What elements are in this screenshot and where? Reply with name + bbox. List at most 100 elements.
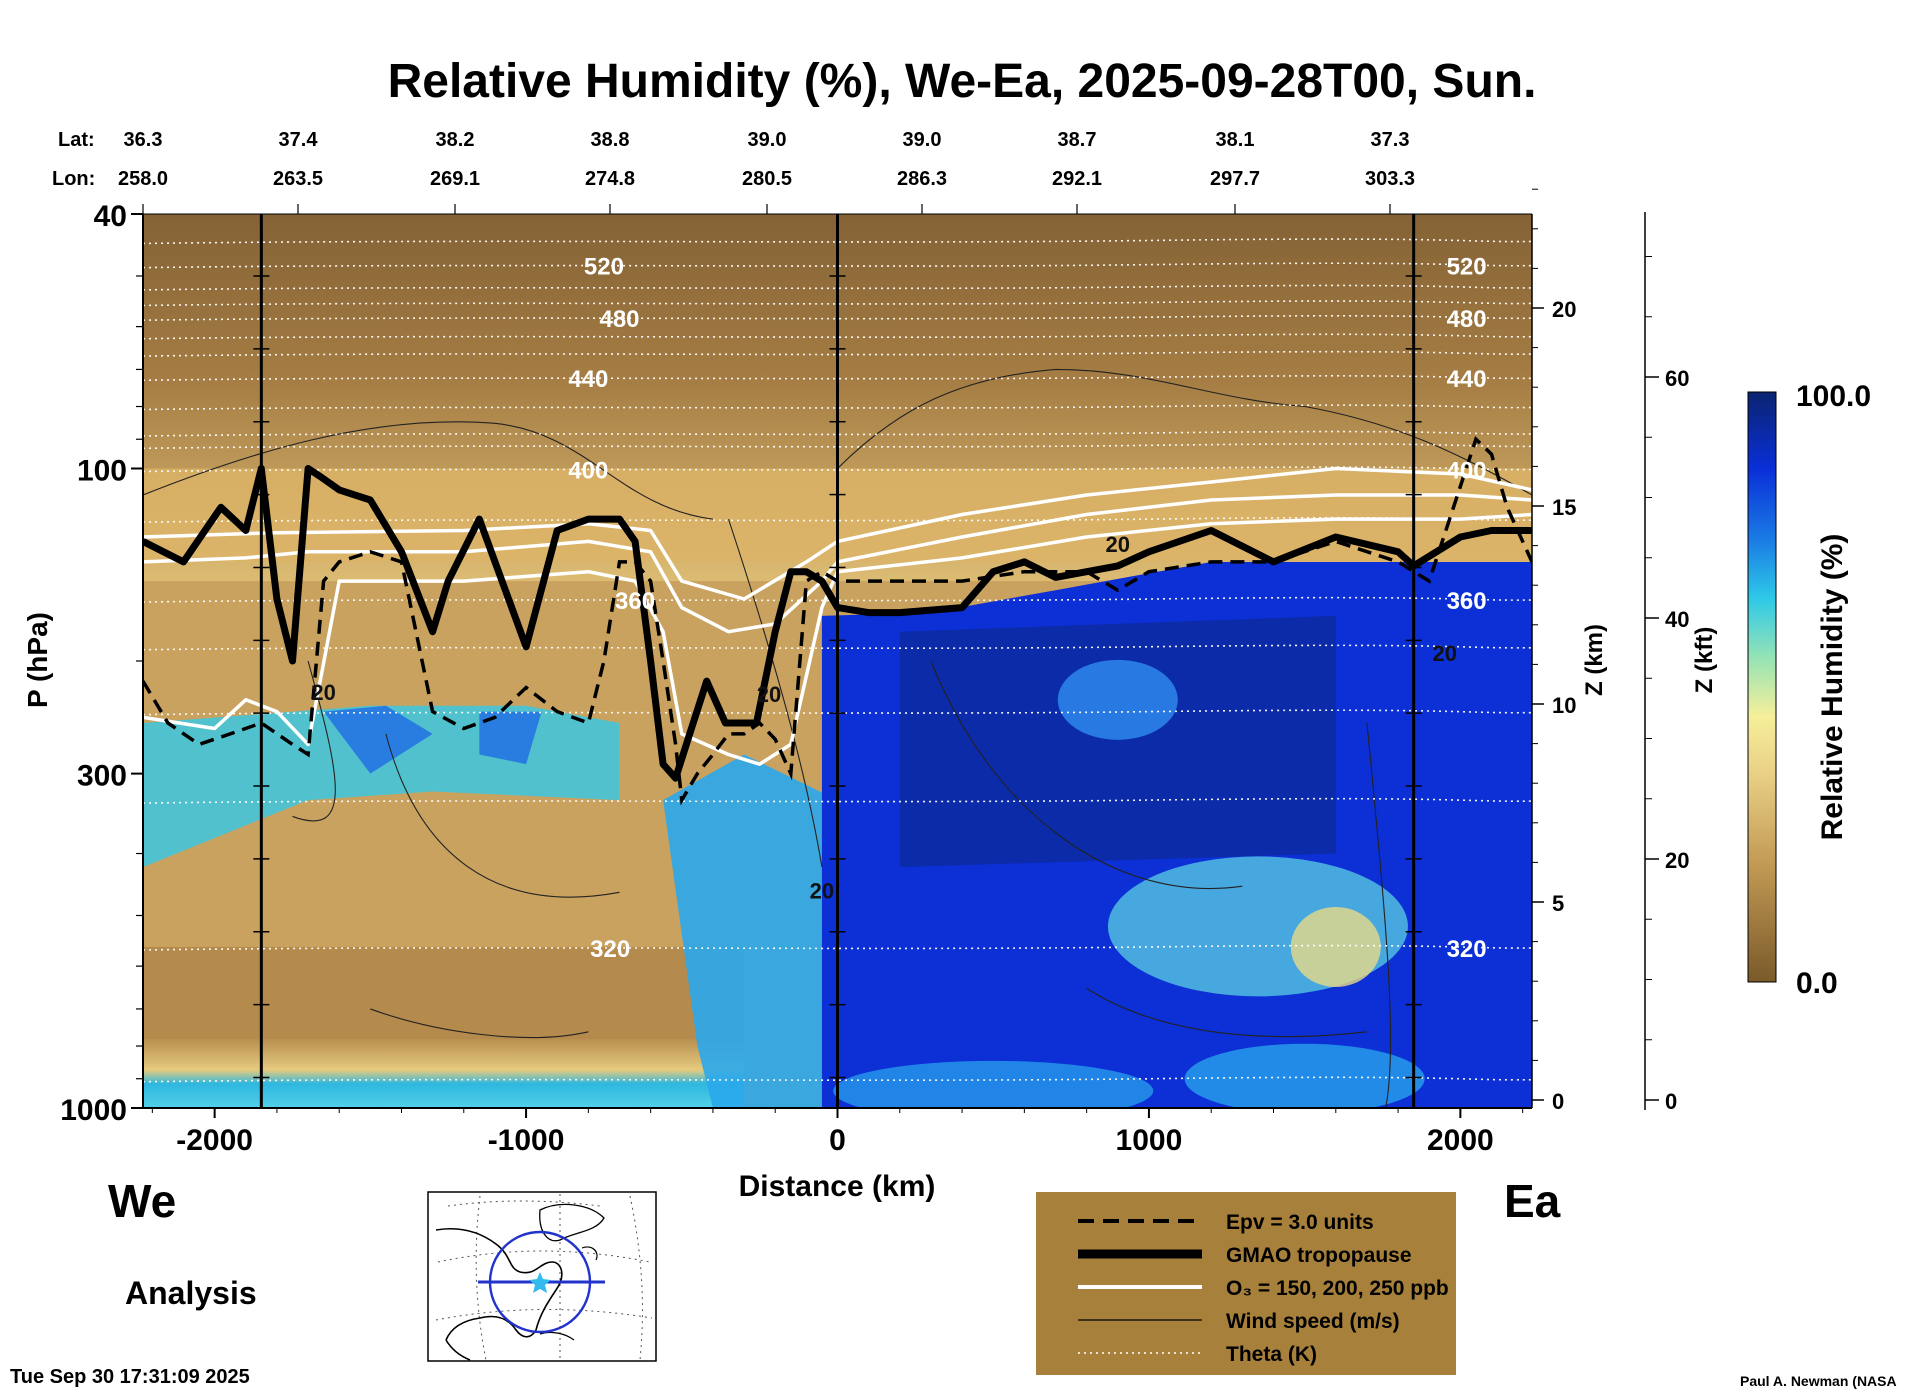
z-km-axis-label: Z (km) [1581, 624, 1608, 696]
theta-contour [143, 300, 1532, 307]
z-km-tick-label: 0 [1552, 1089, 1564, 1114]
lat-value: 36.3 [124, 129, 163, 151]
field-west-dry-layer [143, 946, 745, 1047]
field-east-dry-spot [1290, 906, 1381, 987]
lat-value: 38.7 [1058, 129, 1097, 151]
theta-label-right: 360 [1447, 588, 1487, 615]
theta-contour [143, 350, 1532, 357]
theta-contour [143, 404, 1532, 411]
colorbar-min-label: 0.0 [1796, 967, 1838, 1000]
theta-contour [143, 262, 1532, 269]
wind-speed-label: 20 [1106, 532, 1130, 557]
field-west-moist-core [323, 705, 433, 774]
z-kft-tick-label: 0 [1665, 1089, 1677, 1114]
theta-contour [143, 466, 1532, 473]
lon-value: 286.3 [897, 168, 947, 190]
field-east-low-patch [1184, 1043, 1425, 1108]
theta-contour [143, 443, 1532, 450]
x-tick-label: -2000 [176, 1124, 253, 1157]
legend-box: Epv = 3.0 units GMAO tropopause O₃ = 150, … [1036, 1192, 1456, 1375]
field-east-mid-patch [1057, 659, 1178, 740]
lon-value: 274.8 [585, 168, 635, 190]
lon-value: 297.7 [1210, 168, 1260, 190]
colorbar: 100.0 0.0 Relative Humidity (%) [1747, 380, 1871, 1000]
legend-label: Epv = 3.0 units [1226, 1211, 1374, 1234]
wind-speed-contour [930, 660, 1243, 890]
field-east-saturated-core [899, 615, 1336, 868]
x-tick-label: -1000 [488, 1124, 565, 1157]
z-km-tick-label: 10 [1552, 693, 1576, 718]
x-tick-label: 1000 [1116, 1124, 1183, 1157]
colorbar-max-label: 100.0 [1796, 380, 1871, 413]
lon-value: 303.3 [1365, 168, 1415, 190]
theta-contour [143, 284, 1532, 291]
legend-label: Wind speed (m/s) [1226, 1310, 1400, 1333]
lat-value: 38.2 [436, 129, 475, 151]
z-kft-axis-label: Z (kft) [1691, 627, 1718, 694]
lat-lon-header: Lat: Lon: 36.3 37.4 38.2 38.8 39.0 39.0 38.7 38.1… [52, 129, 1415, 214]
colorbar-title: Relative Humidity (%) [1816, 534, 1849, 841]
lon-label: Lon: [52, 168, 95, 190]
wind-speed-contour [385, 733, 620, 898]
analysis-label: Analysis [125, 1275, 257, 1311]
theta-label-right: 480 [1447, 306, 1487, 333]
legend-label: Theta (K) [1226, 1343, 1317, 1366]
lat-label: Lat: [58, 129, 95, 151]
x-tick-label: 0 [829, 1124, 846, 1157]
theta-label-right: 520 [1447, 254, 1487, 281]
theta-contour [143, 797, 1532, 804]
p-tick-label: 40 [94, 200, 127, 233]
theta-contour [143, 315, 1532, 321]
p-tick-label: 1000 [60, 1094, 127, 1127]
lon-value: 263.5 [273, 168, 323, 190]
legend-label: O₃ = 150, 200, 250 ppb [1226, 1277, 1449, 1300]
tropopause-contour-line [143, 465, 1532, 782]
field-west-boundary [143, 1038, 745, 1108]
theta-label-left: 520 [584, 254, 624, 281]
theta-contour [143, 596, 1532, 603]
theta-contour [143, 709, 1532, 716]
wind-speed-contour [143, 421, 713, 520]
ozone-contour [143, 512, 1532, 766]
location-map [427, 1191, 657, 1362]
chart-title: Relative Humidity (%), We-Ea, 2025-09-28… [388, 55, 1537, 108]
z-km-tick-label: 15 [1552, 495, 1576, 520]
wind-speed-contours [143, 368, 1532, 1108]
theta-contour [143, 375, 1532, 382]
theta-contour [143, 1076, 1532, 1083]
wind-speed-label: 20 [311, 680, 335, 705]
lat-value: 37.4 [279, 129, 319, 151]
theta-label-left: 320 [590, 936, 630, 963]
z-kft-tick-label: 60 [1665, 366, 1689, 391]
lat-value: 39.0 [903, 129, 942, 151]
z-km-tick-label: 5 [1552, 891, 1564, 916]
theta-label-right: 320 [1447, 936, 1487, 963]
vertical-markers [253, 214, 1422, 1108]
timestamp: Tue Sep 30 17:31:09 2025 [10, 1366, 250, 1388]
wind-speed-contour [837, 368, 1532, 496]
theta-label-right: 400 [1447, 457, 1487, 484]
field-transition [663, 754, 838, 1108]
theta-contour [143, 944, 1532, 951]
z-km-tick-label: 20 [1552, 297, 1576, 322]
west-label: We [108, 1175, 176, 1227]
colorbar-gradient [1747, 391, 1777, 983]
theta-contour [143, 644, 1532, 651]
lat-value: 38.1 [1216, 129, 1255, 151]
theta-label-left: 360 [615, 588, 655, 615]
theta-label-right: 440 [1447, 366, 1487, 393]
lat-value: 38.8 [591, 129, 630, 151]
lat-value: 39.0 [748, 129, 787, 151]
wind-speed-label: 20 [810, 878, 834, 903]
theta-contour [143, 430, 1532, 437]
p-tick-label: 100 [77, 454, 127, 487]
theta-label-left: 440 [568, 366, 608, 393]
wind-speed-label: 20 [1433, 641, 1457, 666]
field-east-low-patch-2 [833, 1060, 1154, 1108]
p-tick-label: 300 [77, 760, 127, 793]
x-tick-label: 2000 [1427, 1124, 1494, 1157]
field-west-moist-core-2 [479, 711, 542, 765]
theta-contour [143, 333, 1532, 340]
theta-label-left: 400 [568, 457, 608, 484]
